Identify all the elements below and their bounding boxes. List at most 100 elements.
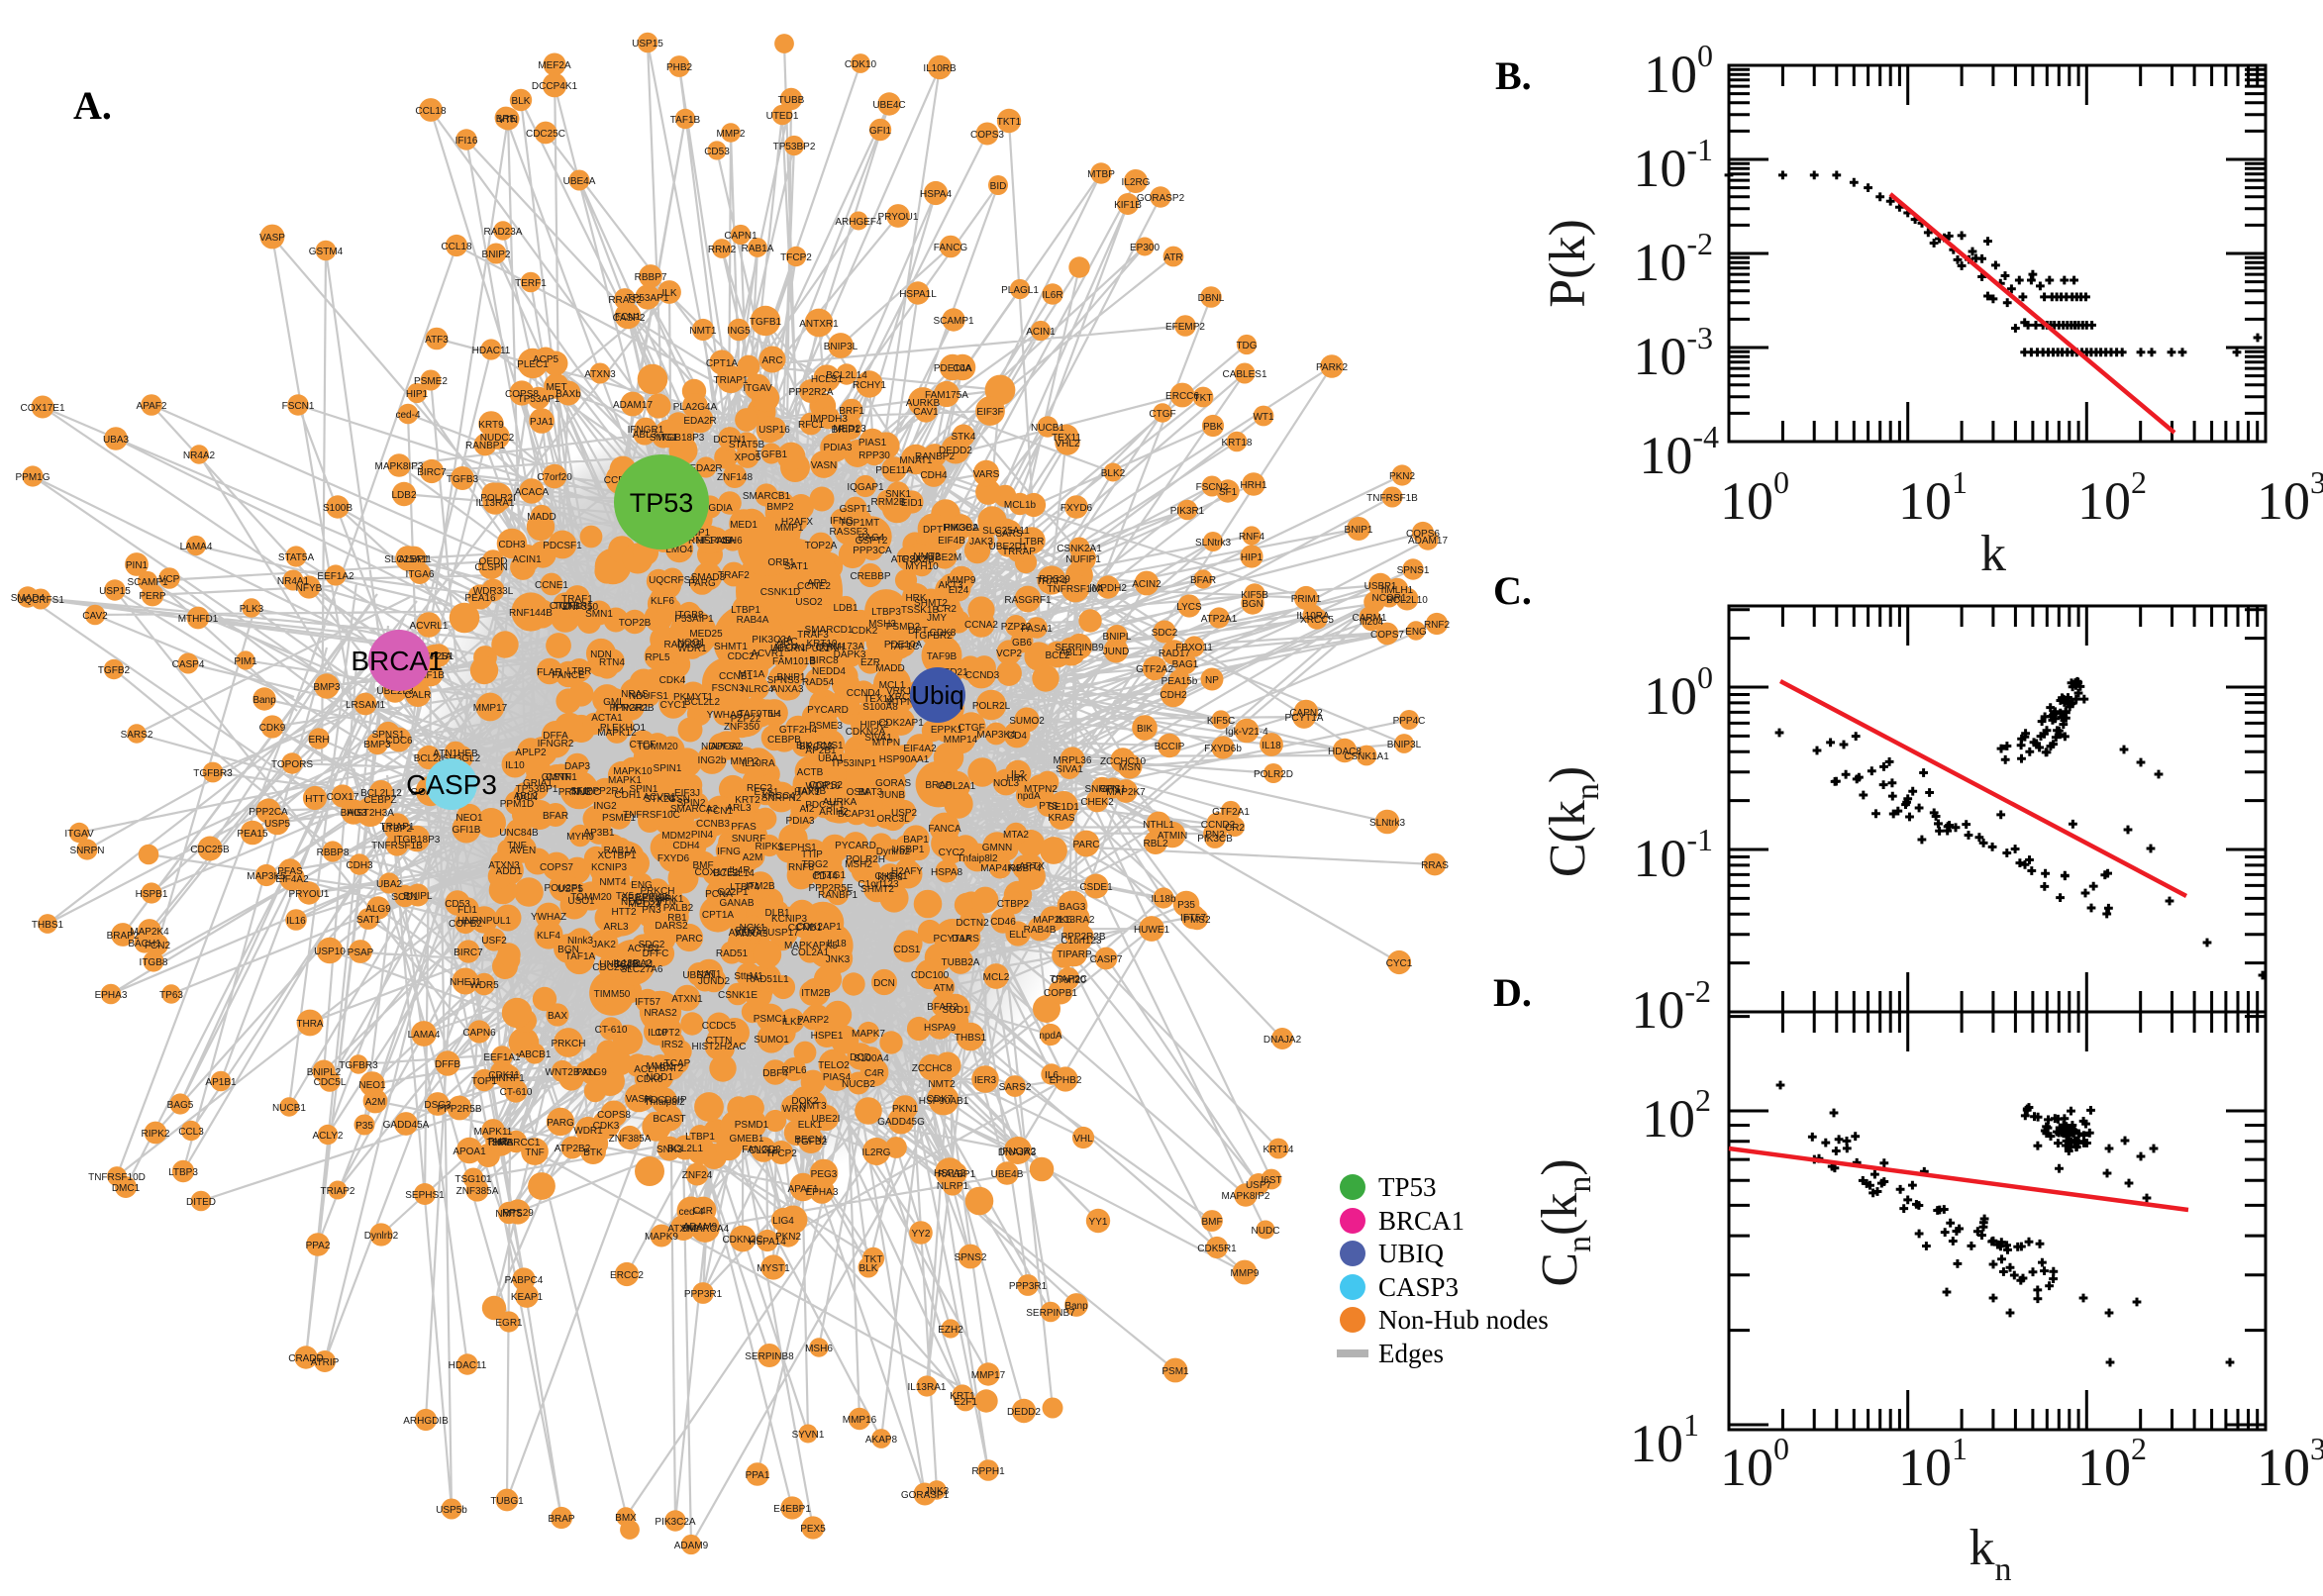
svg-text:COPS8: COPS8 [505, 389, 539, 400]
svg-text:A.: A. [73, 83, 112, 128]
svg-text:HRH1: HRH1 [1240, 480, 1267, 491]
svg-text:ced-4: ced-4 [395, 410, 420, 421]
svg-text:CDK11: CDK11 [488, 1070, 520, 1081]
svg-text:WDR33L: WDR33L [473, 586, 514, 597]
svg-text:S100A4: S100A4 [854, 1053, 889, 1064]
svg-text:BRCA1: BRCA1 [1378, 1206, 1464, 1236]
svg-text:CDH3: CDH3 [498, 540, 526, 550]
svg-text:CDH3: CDH3 [346, 860, 373, 871]
svg-text:SLNtrk3: SLNtrk3 [1195, 538, 1232, 549]
svg-text:CPT1A: CPT1A [702, 910, 735, 921]
svg-text:YY1: YY1 [1089, 1217, 1108, 1228]
svg-text:CCDC5: CCDC5 [702, 1021, 737, 1032]
svg-text:A2M: A2M [743, 852, 763, 863]
svg-text:TELO2: TELO2 [818, 1060, 850, 1071]
svg-text:PHB: PHB [488, 1137, 509, 1147]
svg-text:TRRAP: TRRAP [1002, 547, 1036, 557]
svg-text:PIAS4: PIAS4 [823, 1072, 852, 1083]
svg-text:CDK10: CDK10 [845, 59, 877, 70]
svg-text:SEPHS1: SEPHS1 [405, 1190, 445, 1201]
svg-text:PBK: PBK [1203, 422, 1223, 433]
svg-text:MTA2: MTA2 [1003, 830, 1029, 841]
svg-text:ADAM17: ADAM17 [613, 400, 653, 411]
svg-text:PABPC4: PABPC4 [505, 1275, 544, 1286]
svg-text:S100B: S100B [323, 503, 353, 514]
svg-text:PPP3CA: PPP3CA [853, 546, 892, 556]
svg-text:CAPN6: CAPN6 [462, 1028, 496, 1039]
svg-text:IL6R: IL6R [1042, 290, 1062, 301]
svg-text:HDAC11: HDAC11 [449, 1360, 487, 1371]
svg-text:CDH2: CDH2 [1160, 690, 1187, 701]
svg-text:MMP17: MMP17 [473, 703, 508, 714]
svg-text:CARM1: CARM1 [1352, 613, 1386, 624]
svg-text:TRIAP2: TRIAP2 [320, 1186, 354, 1197]
svg-text:GANAB: GANAB [719, 898, 754, 909]
svg-text:AKAP8: AKAP8 [865, 1435, 898, 1446]
svg-text:COPB2: COPB2 [449, 919, 482, 930]
svg-text:SF1: SF1 [1219, 487, 1238, 498]
svg-text:CD53: CD53 [445, 899, 470, 910]
svg-text:CASP4: CASP4 [172, 659, 205, 670]
svg-text:SYVN1: SYVN1 [792, 1430, 825, 1441]
svg-text:LIG4: LIG4 [772, 1216, 794, 1227]
svg-text:BLK: BLK [859, 1263, 878, 1274]
svg-text:MMP14: MMP14 [944, 735, 978, 746]
svg-text:PRYOU1: PRYOU1 [289, 889, 330, 900]
svg-text:PDCSF1: PDCSF1 [805, 800, 845, 811]
svg-text:BMP3: BMP3 [313, 682, 341, 693]
svg-text:P35: P35 [355, 1121, 373, 1132]
svg-text:ATM: ATM [934, 983, 954, 994]
svg-text:CSNK1D: CSNK1D [760, 587, 801, 598]
svg-text:ARL3: ARL3 [603, 922, 628, 933]
svg-text:TGFB1: TGFB1 [750, 317, 782, 328]
svg-text:EEF1A1: EEF1A1 [483, 1052, 521, 1063]
svg-text:TIPARP: TIPARP [1057, 949, 1092, 960]
svg-text:MCL1b: MCL1b [1004, 500, 1037, 511]
svg-text:CDC25B: CDC25B [190, 845, 230, 855]
svg-text:IMPDH2: IMPDH2 [1089, 583, 1127, 594]
svg-text:RBL2: RBL2 [1143, 839, 1167, 849]
svg-text:FBXO11: FBXO11 [1175, 643, 1213, 653]
svg-text:BRAP2: BRAP2 [107, 931, 140, 942]
svg-text:LYCS: LYCS [1176, 602, 1202, 613]
svg-text:RNF144B: RNF144B [688, 536, 732, 547]
svg-text:SUMO1: SUMO1 [754, 1035, 789, 1046]
svg-text:TP63: TP63 [159, 990, 183, 1001]
svg-text:JUND: JUND [1103, 647, 1130, 657]
svg-text:BMP2: BMP2 [766, 502, 794, 513]
svg-text:MAPK10: MAPK10 [613, 766, 653, 777]
svg-text:IL18: IL18 [1262, 741, 1281, 751]
svg-text:CYC1: CYC1 [1386, 958, 1413, 969]
svg-text:RAD51: RAD51 [716, 948, 749, 959]
svg-text:IL2RG: IL2RG [862, 1147, 891, 1158]
svg-text:HIP1: HIP1 [1241, 552, 1263, 563]
svg-text:CSNK2A1: CSNK2A1 [1057, 544, 1102, 554]
svg-text:TGFB3: TGFB3 [447, 474, 479, 485]
svg-text:PSM1: PSM1 [1162, 1366, 1189, 1377]
svg-text:NEO1: NEO1 [358, 1080, 386, 1091]
svg-text:EGR1: EGR1 [495, 1318, 523, 1329]
svg-text:CDK5R1: CDK5R1 [1197, 1244, 1237, 1254]
svg-text:PSME2: PSME2 [414, 376, 448, 387]
svg-text:BAT3: BAT3 [858, 787, 883, 798]
svg-text:GFI1: GFI1 [869, 126, 892, 137]
svg-text:Banp: Banp [1064, 1301, 1088, 1312]
svg-text:ITGAV: ITGAV [64, 829, 94, 840]
svg-text:VASP: VASP [259, 233, 285, 244]
svg-text:LTBP2: LTBP2 [382, 824, 412, 835]
svg-text:RAD54: RAD54 [802, 677, 835, 688]
svg-text:DMC1: DMC1 [112, 1183, 141, 1194]
svg-text:COPS7: COPS7 [1370, 630, 1404, 641]
svg-text:WDR1: WDR1 [573, 1126, 603, 1137]
svg-text:P53AIP1: P53AIP1 [674, 614, 714, 625]
svg-text:YWHAZ: YWHAZ [531, 912, 566, 923]
svg-text:Non-Hub nodes: Non-Hub nodes [1378, 1305, 1549, 1335]
svg-text:PRYOU1: PRYOU1 [878, 212, 919, 223]
svg-text:MCL2: MCL2 [983, 972, 1010, 983]
svg-text:BECN1: BECN1 [794, 1135, 828, 1146]
svg-text:UBE2M: UBE2M [928, 552, 961, 563]
svg-text:MAPK12: MAPK12 [597, 728, 637, 739]
svg-text:TNF: TNF [507, 841, 526, 851]
svg-text:USP10: USP10 [314, 947, 346, 957]
svg-text:PPP2CA: PPP2CA [249, 807, 288, 818]
